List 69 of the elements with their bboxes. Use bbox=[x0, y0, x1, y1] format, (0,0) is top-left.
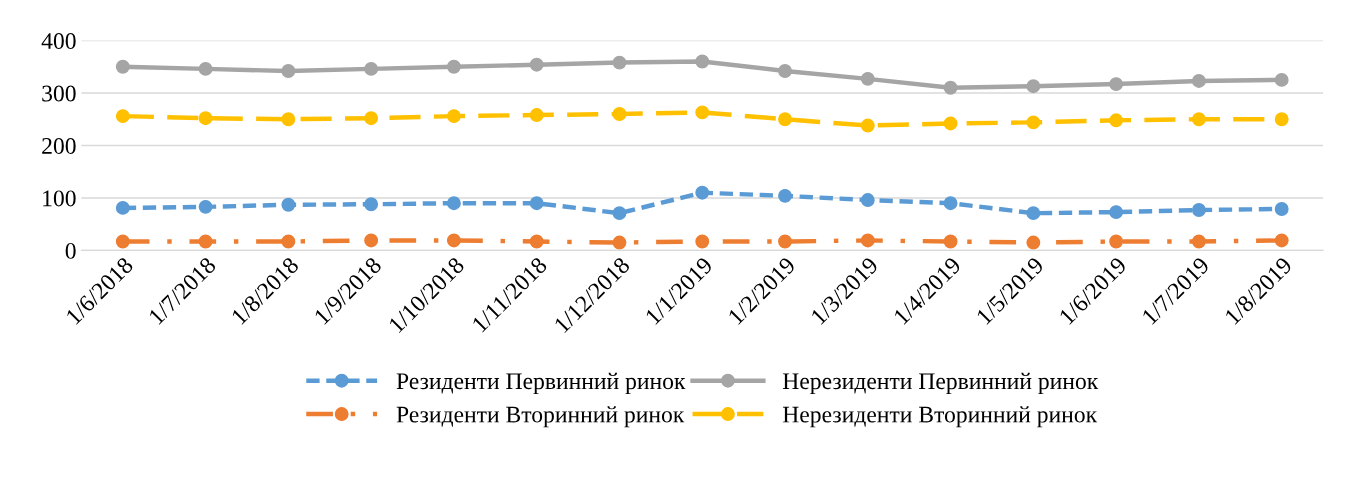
point bbox=[860, 118, 875, 133]
y-tick-label: 0 bbox=[65, 242, 76, 259]
point bbox=[1109, 77, 1124, 92]
point bbox=[778, 112, 792, 127]
point bbox=[364, 233, 379, 248]
point bbox=[198, 234, 213, 249]
point bbox=[198, 61, 213, 76]
point bbox=[1274, 112, 1289, 127]
point bbox=[198, 199, 213, 214]
point bbox=[1026, 235, 1041, 250]
point bbox=[281, 112, 296, 127]
point bbox=[446, 233, 461, 248]
point bbox=[778, 64, 792, 78]
point bbox=[281, 64, 296, 78]
point bbox=[1109, 234, 1124, 249]
point bbox=[943, 234, 958, 249]
point bbox=[612, 55, 627, 70]
point bbox=[695, 185, 710, 200]
point bbox=[860, 193, 875, 207]
point bbox=[198, 111, 213, 126]
y-tick-label: 200 bbox=[42, 137, 76, 154]
point bbox=[1026, 206, 1041, 221]
point bbox=[281, 234, 296, 249]
point bbox=[1026, 115, 1041, 130]
point bbox=[115, 200, 130, 215]
point bbox=[281, 197, 296, 212]
y-tick-label: 100 bbox=[43, 190, 76, 207]
point bbox=[695, 234, 710, 249]
point bbox=[446, 196, 461, 211]
point bbox=[1109, 205, 1124, 220]
point bbox=[612, 107, 627, 121]
point bbox=[860, 233, 875, 248]
point bbox=[364, 111, 379, 126]
point bbox=[364, 197, 379, 212]
point bbox=[115, 109, 130, 124]
point bbox=[446, 59, 461, 74]
point bbox=[612, 206, 627, 221]
point bbox=[529, 234, 544, 249]
point bbox=[943, 196, 958, 211]
point bbox=[1191, 74, 1206, 88]
point bbox=[446, 109, 461, 124]
y-tick-label: 400 bbox=[41, 33, 76, 49]
point bbox=[1026, 79, 1041, 94]
point bbox=[943, 80, 958, 95]
point bbox=[1109, 113, 1124, 128]
y-tick-label: 300 bbox=[42, 85, 76, 102]
point bbox=[1191, 203, 1206, 217]
point bbox=[529, 196, 544, 211]
point bbox=[364, 61, 379, 76]
point bbox=[1274, 72, 1289, 87]
point bbox=[860, 71, 875, 86]
point bbox=[1274, 233, 1289, 248]
point bbox=[1191, 234, 1206, 249]
point bbox=[695, 105, 710, 120]
point bbox=[943, 116, 958, 131]
point bbox=[778, 234, 792, 249]
legend-label: Нерезиденти Вторинний ринок bbox=[782, 406, 1098, 428]
legend-label: Резиденти Вторинний ринок bbox=[396, 406, 685, 428]
point bbox=[612, 235, 627, 250]
legend-label: Резиденти Первинний ринок bbox=[396, 372, 686, 394]
point bbox=[1191, 112, 1206, 127]
point bbox=[529, 57, 544, 72]
point bbox=[115, 234, 130, 249]
point bbox=[695, 54, 710, 69]
point bbox=[778, 188, 792, 203]
point bbox=[529, 108, 544, 122]
legend-label: Нерезиденти Первинний ринок bbox=[782, 372, 1099, 394]
point bbox=[115, 59, 130, 74]
point bbox=[1274, 202, 1289, 216]
